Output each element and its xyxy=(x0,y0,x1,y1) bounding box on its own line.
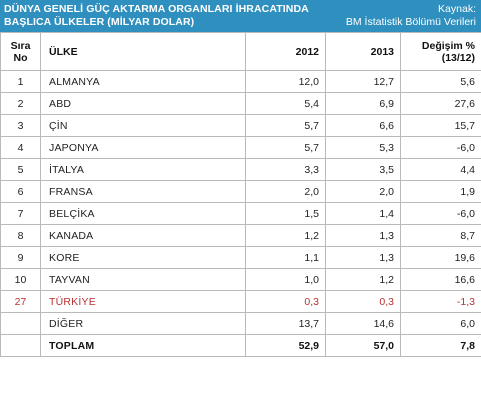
column-header-change-line-2: (13/12) xyxy=(441,51,475,64)
change-cell: 27,6 xyxy=(400,92,481,115)
value-2012-cell: 52,9 xyxy=(245,334,326,357)
country-cell: DİĞER xyxy=(40,312,246,335)
rank-cell xyxy=(0,334,41,357)
table-row: 9 KORE 1,1 1,3 19,6 xyxy=(0,246,481,269)
value-2013-cell: 6,9 xyxy=(325,92,401,115)
change-cell: 5,6 xyxy=(400,70,481,93)
rank-cell: 8 xyxy=(0,224,41,247)
column-header-change: Değişim % (13/12) xyxy=(400,32,481,71)
rank-cell: 2 xyxy=(0,92,41,115)
value-2012-cell: 1,1 xyxy=(245,246,326,269)
rank-cell: 1 xyxy=(0,70,41,93)
source-name: BM İstatistik Bölümü Verileri xyxy=(345,16,476,28)
title-banner: DÜNYA GENELİ GÜÇ AKTARMA ORGANLARI İHRAC… xyxy=(0,0,481,32)
rank-cell: 10 xyxy=(0,268,41,291)
column-header-rank-line-2: No xyxy=(13,51,28,64)
rank-cell: 6 xyxy=(0,180,41,203)
table-row-turkey: 27 TÜRKİYE 0,3 0,3 -1,3 xyxy=(0,290,481,313)
source-note: Kaynak: BM İstatistik Bölümü Verileri xyxy=(346,3,476,29)
value-2013-cell: 5,3 xyxy=(325,136,401,159)
change-cell: 7,8 xyxy=(400,334,481,357)
value-2013-cell: 12,7 xyxy=(325,70,401,93)
table-row: 3 ÇİN 5,7 6,6 15,7 xyxy=(0,114,481,137)
table-row: 8 KANADA 1,2 1,3 8,7 xyxy=(0,224,481,247)
rank-cell: 5 xyxy=(0,158,41,181)
value-2012-cell: 2,0 xyxy=(245,180,326,203)
country-cell: KANADA xyxy=(40,224,246,247)
country-cell: ALMANYA xyxy=(40,70,246,93)
change-cell: 8,7 xyxy=(400,224,481,247)
change-cell: -1,3 xyxy=(400,290,481,313)
value-2013-cell: 3,5 xyxy=(325,158,401,181)
export-table: Sıra No ÜLKE 2012 2013 Değişim % (13/12)… xyxy=(0,32,481,357)
country-cell: İTALYA xyxy=(40,158,246,181)
rank-cell: 7 xyxy=(0,202,41,225)
value-2013-cell: 1,3 xyxy=(325,224,401,247)
value-2013-cell: 14,6 xyxy=(325,312,401,335)
country-cell: JAPONYA xyxy=(40,136,246,159)
table-title-line-1: DÜNYA GENELİ GÜÇ AKTARMA ORGANLARI İHRAC… xyxy=(4,3,309,15)
country-cell: TOPLAM xyxy=(40,334,246,357)
value-2012-cell: 5,7 xyxy=(245,114,326,137)
column-header-country: ÜLKE xyxy=(40,32,246,71)
change-cell: -6,0 xyxy=(400,202,481,225)
table-row: 6 FRANSA 2,0 2,0 1,9 xyxy=(0,180,481,203)
country-cell: KORE xyxy=(40,246,246,269)
change-cell: -6,0 xyxy=(400,136,481,159)
change-cell: 15,7 xyxy=(400,114,481,137)
country-cell: BELÇİKA xyxy=(40,202,246,225)
change-cell: 1,9 xyxy=(400,180,481,203)
country-cell: ABD xyxy=(40,92,246,115)
column-header-2012: 2012 xyxy=(245,32,326,71)
value-2012-cell: 3,3 xyxy=(245,158,326,181)
value-2012-cell: 12,0 xyxy=(245,70,326,93)
country-cell: FRANSA xyxy=(40,180,246,203)
value-2012-cell: 13,7 xyxy=(245,312,326,335)
country-cell: TÜRKİYE xyxy=(40,290,246,313)
value-2012-cell: 1,2 xyxy=(245,224,326,247)
value-2012-cell: 5,7 xyxy=(245,136,326,159)
change-cell: 6,0 xyxy=(400,312,481,335)
column-header-change-line-1: Değişim % xyxy=(421,39,475,52)
rank-cell: 9 xyxy=(0,246,41,269)
value-2013-cell: 1,2 xyxy=(325,268,401,291)
table-row-total: TOPLAM 52,9 57,0 7,8 xyxy=(0,334,481,357)
table-title-line-2: BAŞLICA ÜLKELER (MİLYAR DOLAR) xyxy=(4,16,195,28)
value-2012-cell: 5,4 xyxy=(245,92,326,115)
change-cell: 4,4 xyxy=(400,158,481,181)
change-cell: 16,6 xyxy=(400,268,481,291)
rank-cell: 3 xyxy=(0,114,41,137)
rank-cell xyxy=(0,312,41,335)
column-header-rank-line-1: Sıra xyxy=(10,39,31,52)
value-2013-cell: 1,3 xyxy=(325,246,401,269)
rank-cell: 27 xyxy=(0,290,41,313)
country-cell: TAYVAN xyxy=(40,268,246,291)
table-row: 10 TAYVAN 1,0 1,2 16,6 xyxy=(0,268,481,291)
column-header-2013: 2013 xyxy=(325,32,401,71)
table-row: 5 İTALYA 3,3 3,5 4,4 xyxy=(0,158,481,181)
value-2013-cell: 0,3 xyxy=(325,290,401,313)
value-2013-cell: 2,0 xyxy=(325,180,401,203)
value-2013-cell: 57,0 xyxy=(325,334,401,357)
header-row: Sıra No ÜLKE 2012 2013 Değişim % (13/12) xyxy=(0,32,481,71)
value-2012-cell: 1,5 xyxy=(245,202,326,225)
table-row: 2 ABD 5,4 6,9 27,6 xyxy=(0,92,481,115)
country-cell: ÇİN xyxy=(40,114,246,137)
source-label: Kaynak: xyxy=(438,3,476,15)
table-row-other: DİĞER 13,7 14,6 6,0 xyxy=(0,312,481,335)
table-row: 4 JAPONYA 5,7 5,3 -6,0 xyxy=(0,136,481,159)
value-2013-cell: 6,6 xyxy=(325,114,401,137)
value-2013-cell: 1,4 xyxy=(325,202,401,225)
value-2012-cell: 0,3 xyxy=(245,290,326,313)
table-row: 7 BELÇİKA 1,5 1,4 -6,0 xyxy=(0,202,481,225)
table-title: DÜNYA GENELİ GÜÇ AKTARMA ORGANLARI İHRAC… xyxy=(4,3,344,29)
rank-cell: 4 xyxy=(0,136,41,159)
change-cell: 19,6 xyxy=(400,246,481,269)
value-2012-cell: 1,0 xyxy=(245,268,326,291)
column-header-rank: Sıra No xyxy=(0,32,41,71)
table-row: 1 ALMANYA 12,0 12,7 5,6 xyxy=(0,70,481,93)
